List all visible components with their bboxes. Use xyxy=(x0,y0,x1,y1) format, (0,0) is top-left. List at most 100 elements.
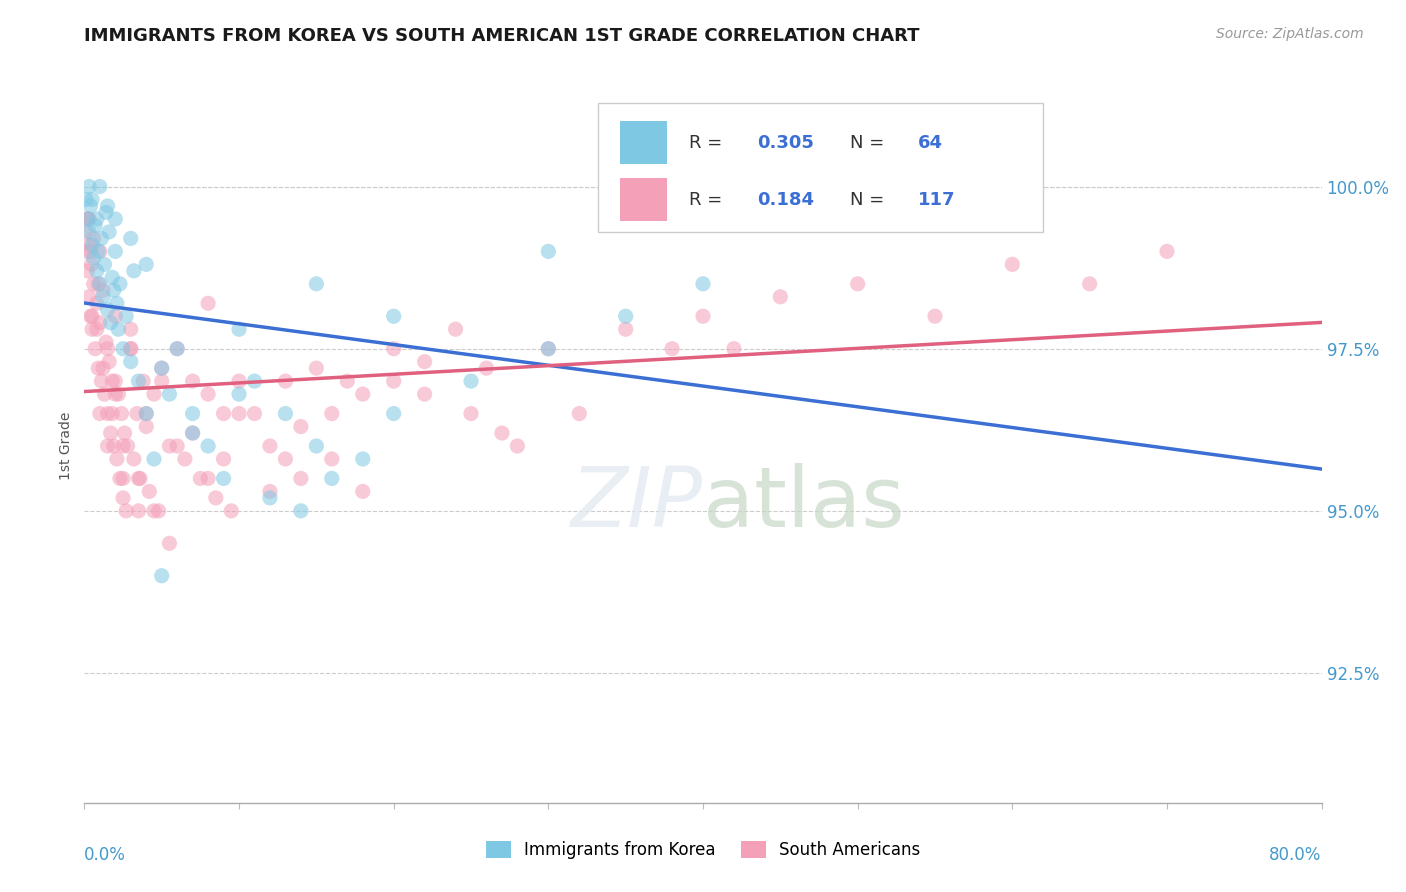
Point xyxy=(382,310,405,324)
Text: 80.0%: 80.0% xyxy=(1270,846,1322,863)
Legend: Immigrants from Korea, South Americans: Immigrants from Korea, South Americans xyxy=(479,834,927,866)
Point xyxy=(120,342,142,356)
Point xyxy=(692,310,714,324)
Point xyxy=(127,471,149,485)
Point xyxy=(460,374,482,388)
Point xyxy=(98,225,121,239)
Point xyxy=(723,342,745,356)
Point xyxy=(259,491,281,505)
Bar xyxy=(598,103,1043,232)
Point xyxy=(87,361,110,376)
Point xyxy=(76,211,98,226)
Point xyxy=(77,225,100,239)
Point xyxy=(120,322,142,336)
Point xyxy=(104,211,127,226)
Point xyxy=(197,296,219,310)
Point xyxy=(212,452,235,467)
Point xyxy=(79,310,101,324)
Point xyxy=(84,219,107,233)
Point xyxy=(135,257,157,271)
Point xyxy=(76,211,98,226)
Point xyxy=(120,342,142,356)
Point xyxy=(228,387,250,401)
Point xyxy=(259,439,281,453)
Text: 0.184: 0.184 xyxy=(758,191,814,209)
Point xyxy=(181,407,204,421)
Point xyxy=(91,361,114,376)
Point xyxy=(83,251,105,265)
Point xyxy=(91,283,114,297)
Point xyxy=(125,407,148,421)
Point xyxy=(846,277,869,291)
Point xyxy=(221,504,243,518)
Point xyxy=(305,361,328,376)
Point xyxy=(87,244,110,259)
Point xyxy=(79,244,101,259)
Point xyxy=(77,179,100,194)
Point xyxy=(197,439,219,453)
Point xyxy=(321,471,343,485)
Point xyxy=(82,310,104,324)
Point xyxy=(108,277,131,291)
Point xyxy=(1001,257,1024,271)
Point xyxy=(112,471,135,485)
Point xyxy=(90,374,112,388)
Point xyxy=(491,425,513,440)
Point xyxy=(79,238,101,252)
Point xyxy=(1156,244,1178,259)
Point xyxy=(150,374,173,388)
Point xyxy=(104,387,127,401)
Point xyxy=(212,407,235,421)
Point xyxy=(274,452,297,467)
Point xyxy=(769,290,792,304)
Point xyxy=(96,342,118,356)
Point xyxy=(87,277,110,291)
Point xyxy=(228,407,250,421)
Point xyxy=(382,374,405,388)
Point xyxy=(105,296,128,310)
Point xyxy=(122,452,145,467)
Point xyxy=(117,439,139,453)
Point xyxy=(159,387,180,401)
Bar xyxy=(620,121,666,164)
Point xyxy=(166,342,188,356)
Point xyxy=(86,322,108,336)
Point xyxy=(100,425,122,440)
Point xyxy=(444,322,467,336)
Point xyxy=(924,310,946,324)
Point xyxy=(132,374,155,388)
Point xyxy=(90,231,112,245)
Text: R =: R = xyxy=(689,191,728,209)
Point xyxy=(305,277,328,291)
Point xyxy=(228,374,250,388)
Point xyxy=(166,439,188,453)
Point xyxy=(135,407,157,421)
Point xyxy=(692,277,714,291)
Text: ZIP: ZIP xyxy=(571,463,703,543)
Point xyxy=(89,179,111,194)
Point xyxy=(77,211,100,226)
Point xyxy=(107,322,129,336)
Point xyxy=(100,316,122,330)
Point xyxy=(537,342,560,356)
Point xyxy=(537,244,560,259)
Point xyxy=(181,425,204,440)
Point xyxy=(148,504,170,518)
Point xyxy=(83,277,105,291)
Point xyxy=(75,225,97,239)
Point xyxy=(82,193,104,207)
Point xyxy=(104,374,127,388)
Point xyxy=(86,211,108,226)
Point xyxy=(93,387,115,401)
Point xyxy=(93,257,115,271)
Point xyxy=(104,244,127,259)
Point xyxy=(243,374,266,388)
Point xyxy=(96,302,118,317)
Point xyxy=(89,244,111,259)
Point xyxy=(259,484,281,499)
Point xyxy=(475,361,498,376)
Point xyxy=(76,264,98,278)
Point xyxy=(127,374,149,388)
Point xyxy=(80,257,103,271)
Point xyxy=(96,199,118,213)
